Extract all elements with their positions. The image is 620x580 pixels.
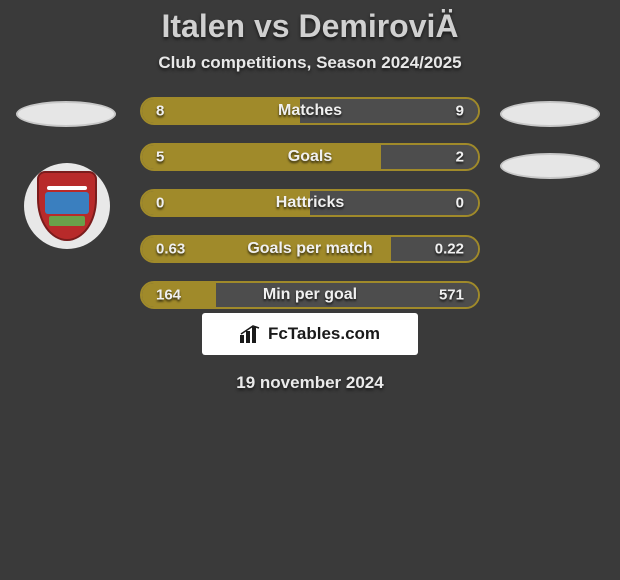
club-crest-icon — [37, 171, 97, 241]
stat-row: 0.63 0.22 Goals per match — [140, 235, 480, 263]
player-left-oval — [16, 101, 116, 127]
left-side-col — [16, 97, 120, 249]
stat-value-left: 0.63 — [156, 241, 185, 258]
stat-row: 8 9 Matches — [140, 97, 480, 125]
brand-text: FcTables.com — [268, 324, 380, 344]
player-right-oval-2 — [500, 153, 600, 179]
stat-value-left: 0 — [156, 195, 164, 212]
stat-label: Goals — [288, 148, 332, 166]
stat-row: 5 2 Goals — [140, 143, 480, 171]
stat-bar-left — [142, 99, 300, 123]
date-text: 19 november 2024 — [0, 373, 620, 393]
stat-value-left: 8 — [156, 103, 164, 120]
comparison-card: Italen vs DemiroviÄ Club competitions, S… — [0, 0, 620, 393]
player-right-oval-1 — [500, 101, 600, 127]
stat-row: 0 0 Hattricks — [140, 189, 480, 217]
page-subtitle: Club competitions, Season 2024/2025 — [0, 53, 620, 73]
stat-value-right: 0.22 — [435, 241, 464, 258]
page-title: Italen vs DemiroviÄ — [0, 8, 620, 45]
stat-value-left: 164 — [156, 287, 181, 304]
stat-label: Matches — [278, 102, 342, 120]
stat-label: Hattricks — [276, 194, 344, 212]
brand-box[interactable]: FcTables.com — [202, 313, 418, 355]
stat-label: Goals per match — [247, 240, 372, 258]
main-row: 8 9 Matches 5 2 Goals 0 0 Hattricks 0.63 0.22 Goals… — [0, 97, 620, 309]
bar-chart-icon — [240, 325, 262, 343]
player-left-badge — [24, 163, 110, 249]
stats-bars: 8 9 Matches 5 2 Goals 0 0 Hattricks 0.63 0.22 Goals… — [140, 97, 480, 309]
stat-value-right: 571 — [439, 287, 464, 304]
stat-row: 164 571 Min per goal — [140, 281, 480, 309]
stat-value-right: 9 — [456, 103, 464, 120]
right-side-col — [500, 97, 604, 179]
stat-label: Min per goal — [263, 286, 357, 304]
stat-value-right: 0 — [456, 195, 464, 212]
stat-value-left: 5 — [156, 149, 164, 166]
stat-bar-left — [142, 145, 381, 169]
stat-value-right: 2 — [456, 149, 464, 166]
